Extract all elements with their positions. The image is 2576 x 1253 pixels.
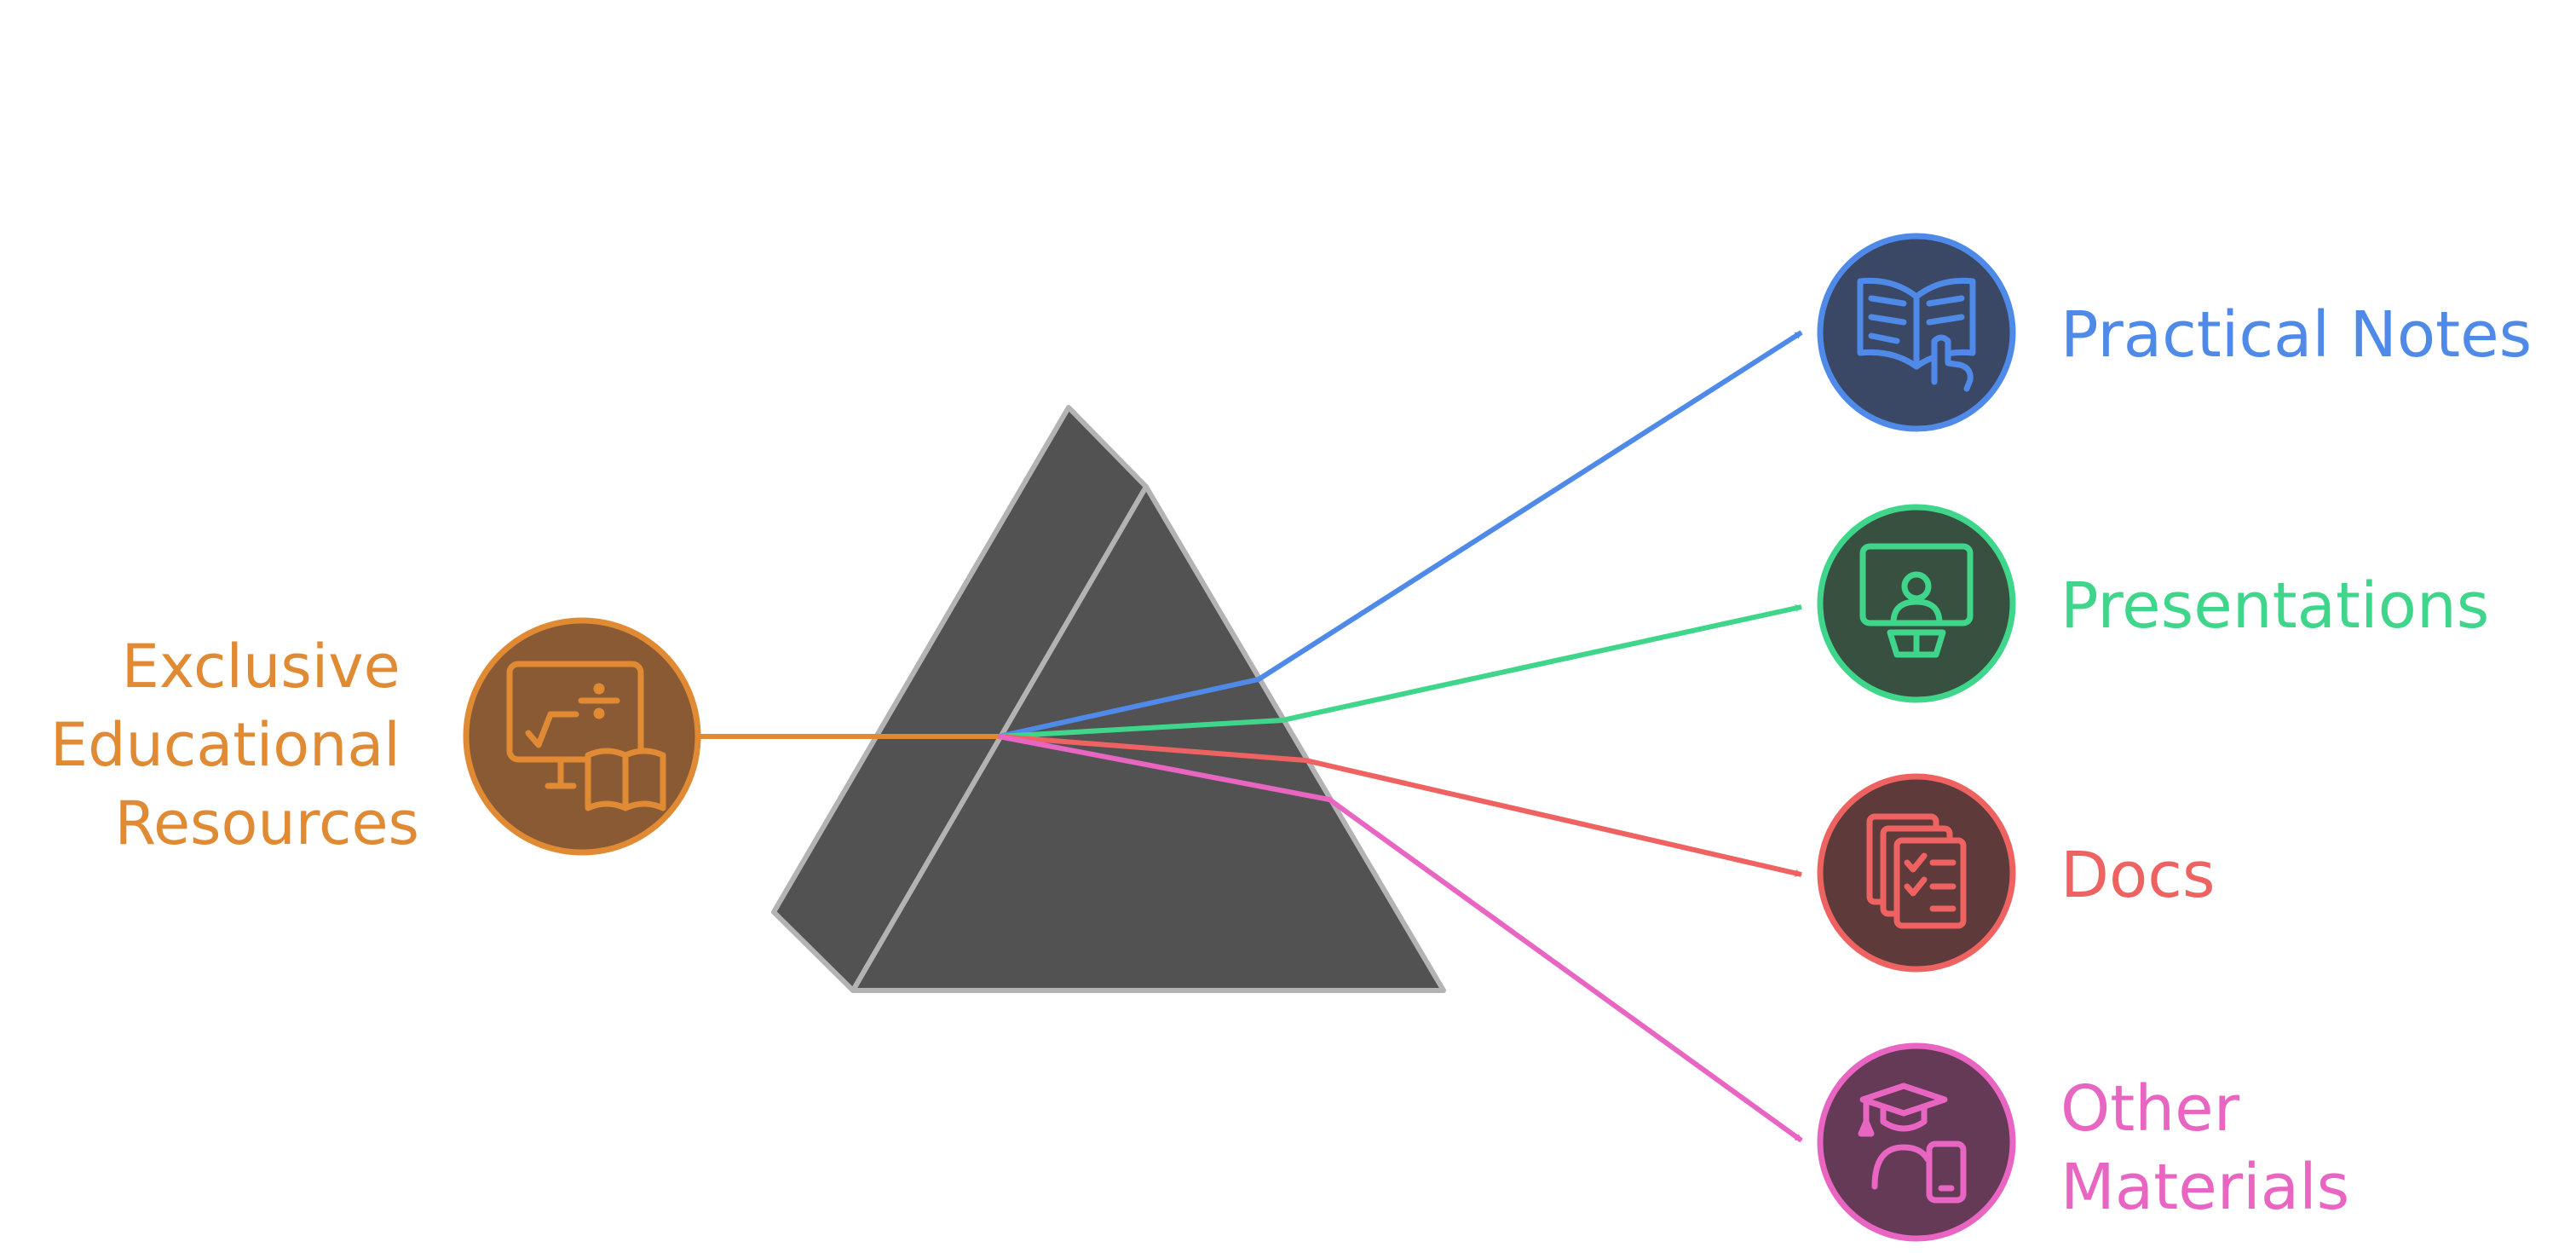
output-label-line-2: Materials (2060, 1151, 2349, 1224)
presenter-board-icon (1859, 543, 1974, 658)
output-label-line-1: Practical Notes (2060, 298, 2532, 372)
beam-practical-notes (998, 330, 1803, 739)
output-node-presentations: Presentations (1817, 504, 2489, 703)
output-label-line-1: Presentations (2060, 569, 2489, 643)
beam-docs (998, 734, 1803, 877)
output-label: Presentations (2060, 569, 2489, 643)
output-node-docs: Docs (1817, 773, 2216, 973)
output-node-practical-notes: Practical Notes (1817, 233, 2532, 432)
graduate-phone-icon (1858, 1083, 1967, 1204)
prism (771, 405, 1446, 993)
source-label: Exclusive Educational Resources (50, 632, 419, 858)
beam-presentations (998, 604, 1803, 739)
refracted-beams (998, 330, 1803, 1143)
source-circle (463, 617, 701, 856)
output-circle (1817, 1042, 2016, 1242)
output-node-other-materials: Other Materials (1817, 1042, 2349, 1242)
output-label: Practical Notes (2060, 298, 2532, 372)
output-label: Docs (2060, 839, 2216, 912)
math-and-book-icon (506, 661, 666, 811)
source-label-line-1: Exclusive (122, 632, 401, 702)
beam-other-materials (998, 734, 1803, 1143)
source-label-line-3: Resources (115, 788, 420, 858)
output-label-line-1: Docs (2060, 839, 2216, 912)
source-label-line-2: Educational (50, 710, 401, 780)
source-node: Exclusive Educational Resources (50, 617, 701, 858)
checklist-documents-icon (1866, 813, 1967, 929)
open-book-pointer-icon (1857, 277, 1976, 392)
output-label: Other Materials (2060, 1072, 2349, 1224)
output-label-line-1: Other (2060, 1072, 2240, 1146)
